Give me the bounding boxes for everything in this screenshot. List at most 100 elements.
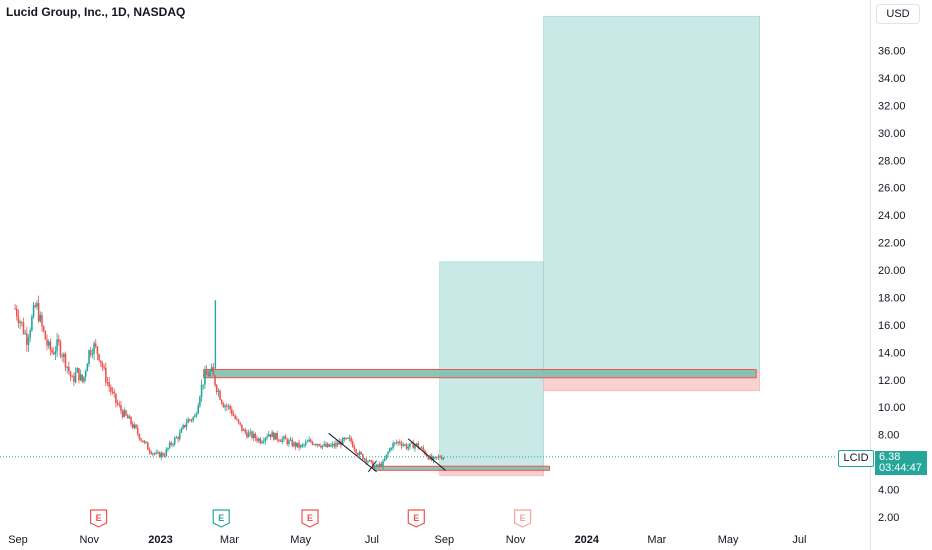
candle-body bbox=[96, 346, 99, 355]
candle-body bbox=[39, 315, 42, 322]
candle-body bbox=[400, 443, 403, 446]
last-price-badge: 6.38 03:44:47 bbox=[875, 451, 927, 475]
candle-body bbox=[273, 432, 275, 440]
candle-body bbox=[254, 433, 257, 439]
y-tick-label: 12.00 bbox=[878, 375, 906, 387]
trendline bbox=[407, 438, 446, 471]
x-tick-label: Jul bbox=[365, 534, 379, 546]
candle-body bbox=[103, 367, 105, 369]
currency-selector[interactable]: USD bbox=[876, 4, 920, 24]
candle-body bbox=[303, 444, 305, 446]
candle-body bbox=[231, 409, 233, 415]
candle-body bbox=[79, 374, 82, 381]
candle-body bbox=[15, 308, 18, 317]
position-zones bbox=[203, 15, 760, 477]
candle-body bbox=[284, 436, 287, 440]
candle-body bbox=[380, 463, 383, 467]
candle-body bbox=[331, 443, 334, 446]
candle-body bbox=[234, 415, 236, 419]
last-price-value: 6.38 bbox=[879, 451, 901, 463]
candle-body bbox=[177, 437, 179, 440]
candle-body bbox=[105, 367, 107, 383]
y-tick-label: 16.00 bbox=[878, 320, 906, 332]
candle-body bbox=[293, 442, 295, 447]
candle-body bbox=[194, 415, 196, 418]
candle-body bbox=[204, 370, 206, 385]
candle-body bbox=[368, 460, 371, 462]
candle-body bbox=[42, 326, 45, 331]
candle-body bbox=[106, 382, 109, 384]
candle-body bbox=[27, 337, 30, 345]
y-tick-label: 30.00 bbox=[878, 128, 906, 140]
x-axis[interactable]: Sep Nov 2023 Mar May Jul Sep Nov 2024 Mar May Jul bbox=[8, 534, 806, 546]
candle-body bbox=[350, 437, 352, 442]
candle-body bbox=[399, 441, 401, 444]
y-tick-label: 18.00 bbox=[878, 292, 906, 304]
candle-body bbox=[57, 339, 60, 342]
candle-body bbox=[338, 441, 341, 445]
x-tick-label: Sep bbox=[435, 534, 455, 546]
candle-body bbox=[346, 437, 349, 439]
candle-body bbox=[362, 454, 364, 460]
candle-body bbox=[390, 448, 393, 450]
candle-body bbox=[325, 443, 327, 448]
candle-body bbox=[242, 429, 245, 431]
candle-body bbox=[357, 453, 359, 456]
candle-body bbox=[168, 442, 171, 449]
candle-body bbox=[370, 460, 373, 462]
horizontal-zone bbox=[203, 369, 757, 379]
earnings-badge bbox=[212, 509, 230, 528]
earnings-label: E bbox=[96, 513, 102, 523]
candle-body bbox=[126, 415, 129, 419]
candle-body bbox=[205, 370, 208, 375]
candle-body bbox=[257, 438, 260, 441]
candle-body bbox=[252, 433, 255, 438]
candle-body bbox=[46, 339, 48, 346]
candle-body bbox=[271, 432, 273, 438]
y-tick-label: 36.00 bbox=[878, 46, 906, 58]
earnings-marker: E bbox=[301, 509, 319, 528]
candle-body bbox=[93, 343, 95, 354]
candle-body bbox=[333, 443, 336, 447]
candle-body bbox=[279, 440, 282, 442]
candle-body bbox=[316, 444, 319, 446]
candle-body bbox=[17, 316, 20, 324]
candle-body bbox=[163, 455, 166, 457]
candle-body bbox=[61, 355, 63, 357]
x-tick-label: May bbox=[290, 534, 311, 546]
candle-body bbox=[269, 434, 272, 438]
candle-body bbox=[261, 441, 263, 444]
candle-body bbox=[29, 330, 32, 338]
candle-body bbox=[133, 424, 136, 428]
candle-body bbox=[301, 444, 304, 446]
y-tick-label: 2.00 bbox=[878, 512, 899, 524]
candle-body bbox=[412, 442, 415, 449]
candle-body bbox=[172, 444, 174, 446]
candle-body bbox=[241, 424, 243, 431]
target-zone bbox=[439, 261, 544, 467]
candle-body bbox=[200, 384, 203, 397]
candle-body bbox=[414, 444, 416, 449]
candle-body bbox=[131, 424, 134, 428]
candle-body bbox=[101, 363, 104, 368]
candle-body bbox=[98, 354, 100, 361]
earnings-marker: E bbox=[212, 509, 230, 528]
candle-body bbox=[299, 445, 302, 448]
candle-body bbox=[89, 350, 92, 355]
candle-body bbox=[251, 431, 253, 438]
candle-body bbox=[345, 437, 347, 440]
earnings-label: E bbox=[218, 513, 224, 523]
candle-body bbox=[422, 447, 425, 451]
candle-body bbox=[264, 437, 267, 442]
candle-body bbox=[244, 429, 247, 433]
candle-body bbox=[167, 448, 169, 450]
candle-body bbox=[34, 305, 37, 307]
x-tick-label: Nov bbox=[506, 534, 526, 546]
candle-body bbox=[372, 461, 374, 469]
candle-body bbox=[424, 450, 426, 455]
y-axis[interactable]: 2.004.006.008.0010.0012.0014.0016.0018.0… bbox=[878, 46, 906, 524]
candle-body bbox=[224, 405, 226, 408]
candle-body bbox=[298, 442, 300, 448]
y-tick-label: 20.00 bbox=[878, 265, 906, 277]
